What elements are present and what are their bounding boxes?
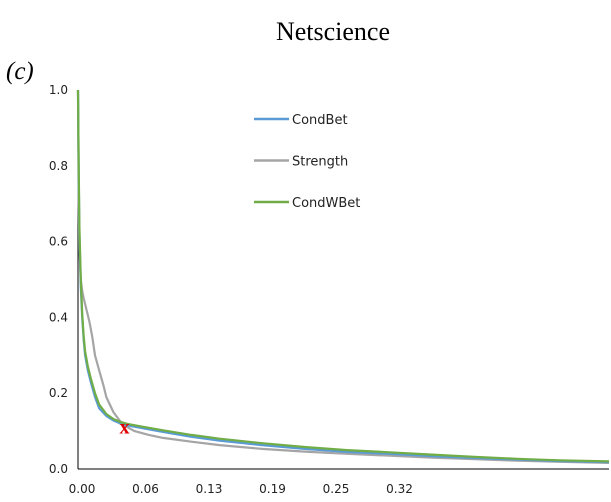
y-tick-label: 1.0: [49, 83, 68, 97]
y-tick-label: 0.2: [49, 386, 68, 400]
x-tick-label: 0.00: [69, 482, 96, 496]
x-tick-label: 0.13: [196, 482, 223, 496]
panel-label: (c): [6, 58, 34, 85]
x-tick-label: 0.25: [323, 482, 350, 496]
annotation-marker: x: [120, 416, 130, 438]
legend-label: Strength: [292, 155, 348, 170]
series-line-strength: [76, 89, 610, 464]
series-line-condwbet: [76, 89, 610, 463]
chart-title: Netscience: [276, 17, 390, 46]
series-line-condbet: [76, 89, 610, 464]
y-tick-label: 0.0: [49, 462, 68, 476]
legend-label: CondBet: [292, 113, 348, 128]
plot-area: 0.00 0.06 0.13 0.19 0.25 0.32 0.0 0.2 0.4 0.6 0.8 1…: [49, 83, 610, 496]
y-tick-label: 0.4: [49, 310, 68, 324]
x-tick-label: 0.19: [259, 482, 286, 496]
y-tick-label: 0.6: [49, 235, 68, 249]
x-tick-label: 0.06: [132, 482, 159, 496]
legend-label: CondWBet: [292, 196, 360, 211]
y-tick-label: 0.8: [49, 159, 68, 173]
x-tick-label: 0.32: [386, 482, 413, 496]
